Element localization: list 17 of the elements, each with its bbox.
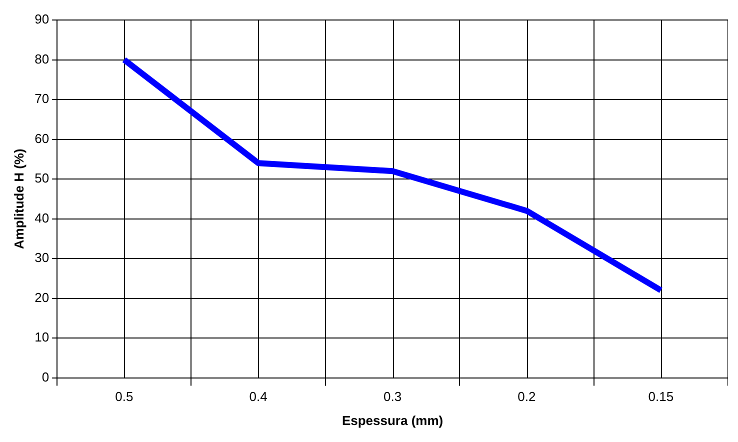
y-tick-label: 20 (34, 290, 50, 305)
y-tick-label: 30 (34, 250, 50, 266)
x-tick-label: 0.2 (518, 389, 536, 404)
y-tick-label: 50 (34, 170, 50, 186)
x-tick-label: 0.3 (383, 389, 402, 404)
x-tick-label: 0.5 (115, 389, 134, 404)
x-axis-title: Espessura (mm) (342, 412, 444, 428)
y-tick-label: 90 (34, 12, 50, 27)
y-tick-label: 60 (34, 130, 50, 146)
y-axis-title: Amplitude H (%) (11, 148, 26, 250)
x-tick-label: 0.15 (648, 389, 674, 404)
x-tick-label: 0.4 (249, 389, 268, 404)
y-tick-label: 80 (34, 51, 50, 66)
y-tick-label: 40 (34, 210, 50, 226)
y-tick-label: 70 (34, 91, 50, 106)
y-tick-label: 0 (42, 369, 50, 384)
y-tick-label: 10 (34, 330, 50, 345)
